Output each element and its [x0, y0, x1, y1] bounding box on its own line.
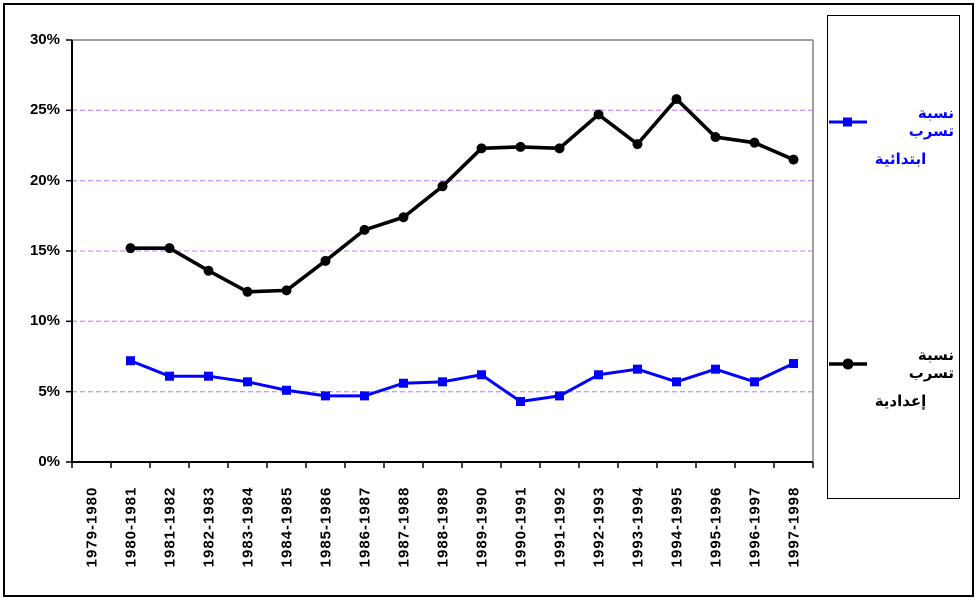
x-axis-label: 1981-1982 — [161, 486, 178, 568]
data-point-circle — [398, 212, 409, 223]
data-point-circle — [749, 137, 760, 148]
data-point-square — [360, 391, 369, 401]
data-point-circle — [788, 154, 799, 165]
legend-square-marker-icon — [829, 117, 867, 127]
data-point-square — [126, 356, 135, 366]
x-axis-label: 1993-1994 — [629, 486, 646, 568]
data-point-circle — [632, 139, 643, 150]
x-axis-label: 1988-1989 — [434, 486, 451, 568]
x-axis-label: 1994-1995 — [668, 486, 685, 568]
data-point-square — [672, 377, 681, 387]
legend-label-preparatory: نسبة تسرب — [908, 346, 954, 382]
data-point-square — [165, 371, 174, 381]
data-point-circle — [203, 265, 214, 276]
data-point-square — [594, 370, 603, 380]
y-axis-label: 20% — [29, 171, 60, 189]
data-point-circle — [437, 181, 448, 192]
legend-entry-preparatory: نسبة تسرب إعدادية — [828, 346, 959, 410]
y-axis-label: 15% — [29, 242, 60, 259]
x-axis-label: 1997-1998 — [785, 486, 802, 568]
data-point-square — [711, 364, 720, 374]
x-axis-label: 1990-1991 — [512, 486, 529, 568]
chart-outer-border — [3, 3, 974, 597]
data-point-circle — [476, 143, 487, 154]
data-point-circle — [359, 224, 370, 235]
x-axis-label: 1996-1997 — [746, 486, 763, 568]
data-point-circle — [671, 94, 682, 105]
x-axis-label: 1989-1990 — [473, 486, 490, 568]
data-point-circle — [593, 109, 604, 120]
data-point-circle — [164, 243, 175, 254]
data-point-circle — [320, 255, 331, 266]
y-axis-label: 10% — [29, 312, 60, 330]
data-point-square — [204, 371, 213, 381]
series-line-preparatory — [130, 97, 795, 294]
series-line-primary — [129, 359, 795, 404]
x-axis-label: 1980-1981 — [122, 486, 139, 568]
data-point-square — [399, 378, 408, 388]
legend-entry-primary-line1: نسبة تسرب — [828, 104, 959, 140]
data-point-square — [477, 370, 486, 380]
legend-label-preparatory-line2: إعدادية — [874, 392, 927, 410]
y-axis-label: 25% — [29, 101, 60, 119]
x-axis-label: 1982-1983 — [200, 486, 217, 568]
legend-entry-primary: نسبة تسرب ابتدائية — [828, 104, 959, 168]
x-axis-label: 1985-1986 — [317, 486, 334, 568]
data-point-square — [633, 364, 642, 374]
data-point-circle — [125, 243, 136, 254]
data-point-square — [282, 385, 291, 395]
y-axis-label: 5% — [38, 382, 60, 400]
x-axis-label: 1992-1993 — [590, 486, 607, 568]
legend-entry-preparatory-line1: نسبة تسرب — [828, 346, 959, 382]
legend-box: نسبة تسرب ابتدائية نسبة تسرب إعدادية — [827, 15, 960, 499]
data-point-square — [789, 359, 798, 369]
data-point-square — [516, 397, 525, 407]
x-axis-label: 1983-1984 — [239, 486, 256, 568]
data-point-square — [438, 377, 447, 387]
x-axis-label: 1986-1987 — [356, 486, 373, 568]
data-point-circle — [554, 143, 565, 154]
x-axis-label: 1991-1992 — [551, 486, 568, 568]
data-point-circle — [710, 132, 721, 143]
data-point-circle — [515, 141, 526, 152]
legend-label-primary-line2: ابتدائية — [874, 150, 927, 168]
x-axis-label: 1984-1985 — [278, 486, 295, 568]
y-axis-label: 30% — [29, 31, 60, 48]
data-point-square — [555, 391, 564, 401]
data-point-circle — [242, 286, 253, 297]
y-axis-label: 0% — [38, 453, 60, 470]
data-point-circle — [281, 285, 292, 296]
legend-label-primary: نسبة تسرب — [908, 104, 954, 140]
x-axis-label: 1979-1980 — [83, 486, 100, 568]
x-axis-label: 1987-1988 — [395, 486, 412, 568]
data-point-square — [243, 377, 252, 387]
legend-circle-marker-icon — [829, 358, 867, 370]
data-point-square — [321, 391, 330, 401]
x-axis-label: 1995-1996 — [707, 486, 724, 568]
data-point-square — [750, 377, 759, 387]
